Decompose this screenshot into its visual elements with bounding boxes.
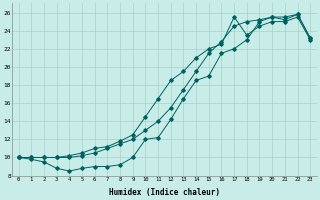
X-axis label: Humidex (Indice chaleur): Humidex (Indice chaleur): [109, 188, 220, 197]
